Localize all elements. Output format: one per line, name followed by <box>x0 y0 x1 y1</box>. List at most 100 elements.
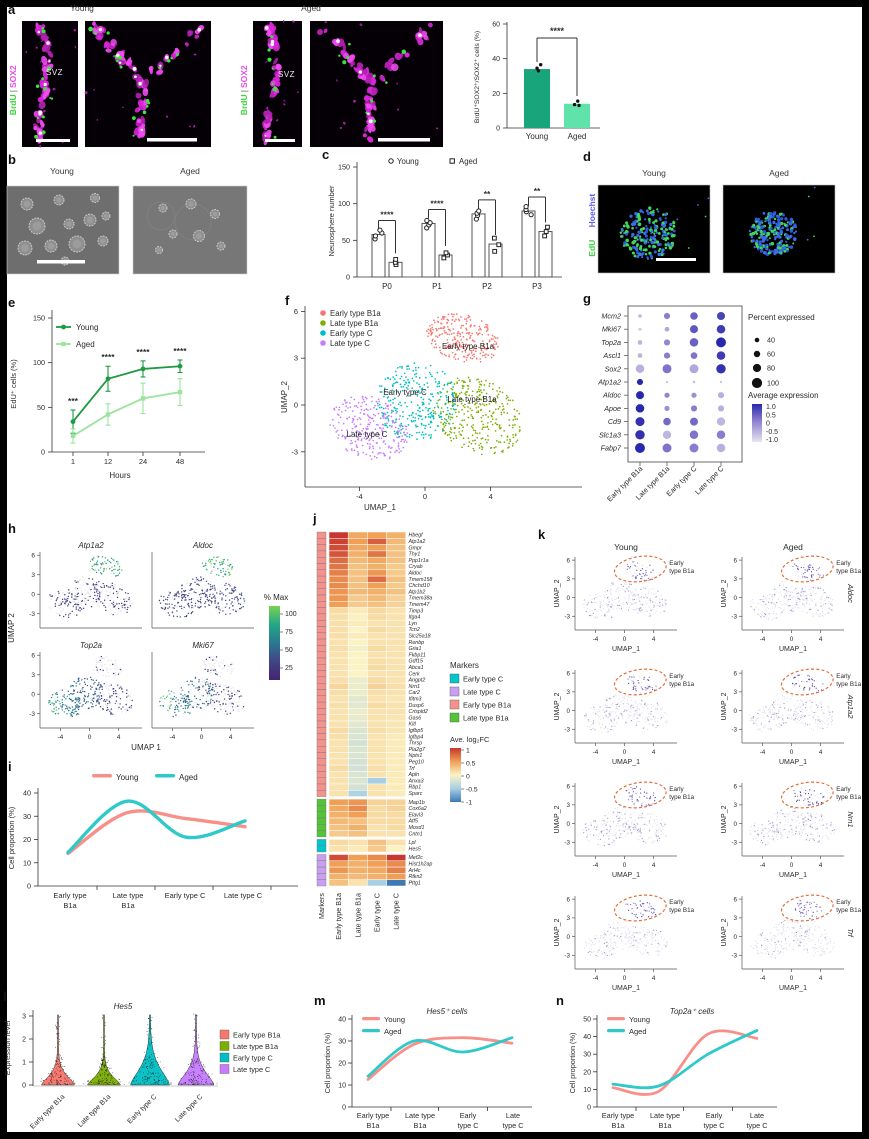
svg-text:6: 6 <box>31 652 35 659</box>
svg-text:-0.5: -0.5 <box>766 429 778 436</box>
svg-text:Lyn: Lyn <box>409 621 417 627</box>
svg-text:P2: P2 <box>482 282 492 291</box>
separator: | <box>238 90 249 93</box>
svg-text:Igfbp4: Igfbp4 <box>409 734 424 740</box>
svg-text:-3: -3 <box>29 611 35 618</box>
svg-text:100: 100 <box>33 358 45 367</box>
sox2-label: SOX2 <box>238 65 249 89</box>
svg-text:Late type B1a: Late type B1a <box>330 319 379 328</box>
svg-text:Hist1h2ap: Hist1h2ap <box>409 862 433 868</box>
svg-text:3: 3 <box>566 576 570 583</box>
svg-text:1: 1 <box>71 457 75 466</box>
svg-text:100: 100 <box>285 611 297 618</box>
svg-text:Neurosphere number: Neurosphere number <box>327 185 336 256</box>
svg-text:Peg10: Peg10 <box>409 760 424 766</box>
svg-text:-4: -4 <box>356 492 363 501</box>
svg-text:****: **** <box>173 346 187 356</box>
svg-text:Trf: Trf <box>409 766 416 772</box>
svg-text:Markers: Markers <box>317 893 326 919</box>
svg-text:25: 25 <box>285 665 293 672</box>
panel-d-young-header: Young <box>642 168 666 178</box>
panel-a-bar-chart: 0 20 40 60 BrdU⁺SOX2⁺/SOX2⁺ cells (%) **** You… <box>474 22 600 141</box>
svg-text:Rbp1: Rbp1 <box>409 785 422 791</box>
svg-text:Early type: Early type <box>53 891 86 900</box>
svg-text:Ave. log₂FC: Ave. log₂FC <box>450 735 490 744</box>
svg-text:0.5: 0.5 <box>466 761 476 768</box>
panel-b-neurosphere-images <box>6 185 248 275</box>
svg-text:****: **** <box>550 26 565 36</box>
svg-text:B1a: B1a <box>63 901 77 910</box>
svg-text:Top2a: Top2a <box>80 641 103 650</box>
svg-text:4: 4 <box>819 636 823 643</box>
svg-text:Gmpr: Gmpr <box>409 545 422 551</box>
panel-j-heatmap: HbegfAtp1a2GmprThy1Ppp1r1aCryabAldocTmem… <box>316 531 512 940</box>
svg-text:50: 50 <box>37 403 45 412</box>
svg-text:Gria1: Gria1 <box>409 646 422 652</box>
svg-text:Cryab: Cryab <box>409 564 423 570</box>
svg-text:Aged: Aged <box>783 542 803 552</box>
svg-text:Aged: Aged <box>179 773 198 782</box>
svg-text:Late type: Late type <box>113 891 144 900</box>
panel-b-young-header: Young <box>50 166 74 176</box>
svg-text:Sparc: Sparc <box>409 791 423 797</box>
svg-text:Percent expressed: Percent expressed <box>748 313 815 322</box>
svg-text:Tmem38a: Tmem38a <box>409 596 433 602</box>
panel-h-feature-umaps: Atp1a2 6 3 0 -3 Aldoc Top2a 6 3 0 -3 -4 0 4 Mki67 -4 0 4 U… <box>7 541 297 752</box>
svg-text:-4: -4 <box>760 636 766 643</box>
svg-text:Young: Young <box>76 323 98 332</box>
svg-text:Moxd1: Moxd1 <box>409 825 425 831</box>
edu-label: EdU <box>586 239 597 257</box>
svg-text:Early type C: Early type C <box>463 675 504 684</box>
svg-text:0: 0 <box>733 595 737 602</box>
panel-a-stain-label-2: BrdU|SOX2 <box>238 35 249 145</box>
svg-text:Arl4c: Arl4c <box>408 868 421 874</box>
svg-text:****: **** <box>380 209 394 219</box>
panel-label-j: j <box>313 511 317 526</box>
svz-label-young: SVZ <box>46 68 64 77</box>
svg-text:0: 0 <box>346 273 350 282</box>
svg-text:Atp1b2: Atp1b2 <box>408 589 426 595</box>
svg-text:Atp1a2: Atp1a2 <box>408 539 426 545</box>
svg-text:Aged: Aged <box>459 157 477 166</box>
svg-text:Apln: Apln <box>408 772 420 778</box>
svg-text:Cell proportion (%): Cell proportion (%) <box>7 806 16 869</box>
svg-text:***: *** <box>68 396 79 406</box>
svg-text:-3: -3 <box>291 447 298 456</box>
svg-text:0.5: 0.5 <box>766 412 776 419</box>
brdu-label: BrdU <box>238 94 249 116</box>
svg-text:Early type C: Early type C <box>383 388 427 397</box>
svg-text:Top2a: Top2a <box>601 338 621 347</box>
svg-text:Early: Early <box>836 560 851 567</box>
svg-text:50: 50 <box>285 647 293 654</box>
svg-text:-1: -1 <box>466 800 472 807</box>
svg-text:Mki67: Mki67 <box>602 325 622 334</box>
svg-text:P1: P1 <box>432 282 442 291</box>
svg-text:Dusp6: Dusp6 <box>409 703 424 709</box>
svg-text:Markers: Markers <box>450 661 479 670</box>
panel-b-aged-header: Aged <box>180 166 200 176</box>
svg-text:Tcn2: Tcn2 <box>409 627 420 633</box>
svg-text:-0.5: -0.5 <box>466 787 478 794</box>
svg-text:4: 4 <box>229 734 233 741</box>
svg-text:0: 0 <box>88 734 92 741</box>
svg-text:Cerk: Cerk <box>409 671 421 677</box>
svg-text:6: 6 <box>31 552 35 559</box>
svg-text:EdU⁺ cells (%): EdU⁺ cells (%) <box>9 359 18 409</box>
svg-text:-3: -3 <box>731 613 737 620</box>
svg-text:Abca1: Abca1 <box>408 665 424 671</box>
svg-text:P3: P3 <box>532 282 542 291</box>
svg-text:Pla2g7: Pla2g7 <box>409 747 427 753</box>
svg-text:-4: -4 <box>58 734 64 741</box>
svg-text:Late type C: Late type C <box>693 464 725 496</box>
svg-text:Tmem47: Tmem47 <box>409 602 431 608</box>
svg-text:20: 20 <box>23 835 31 844</box>
svg-text:0: 0 <box>423 492 427 501</box>
svg-text:Kitl: Kitl <box>409 722 417 728</box>
svg-text:-4: -4 <box>593 636 599 643</box>
svg-text:Aldoc: Aldoc <box>846 583 855 603</box>
svg-text:Sox2: Sox2 <box>605 364 621 373</box>
svg-text:type B1a: type B1a <box>669 568 694 575</box>
svg-text:0: 0 <box>496 126 500 133</box>
